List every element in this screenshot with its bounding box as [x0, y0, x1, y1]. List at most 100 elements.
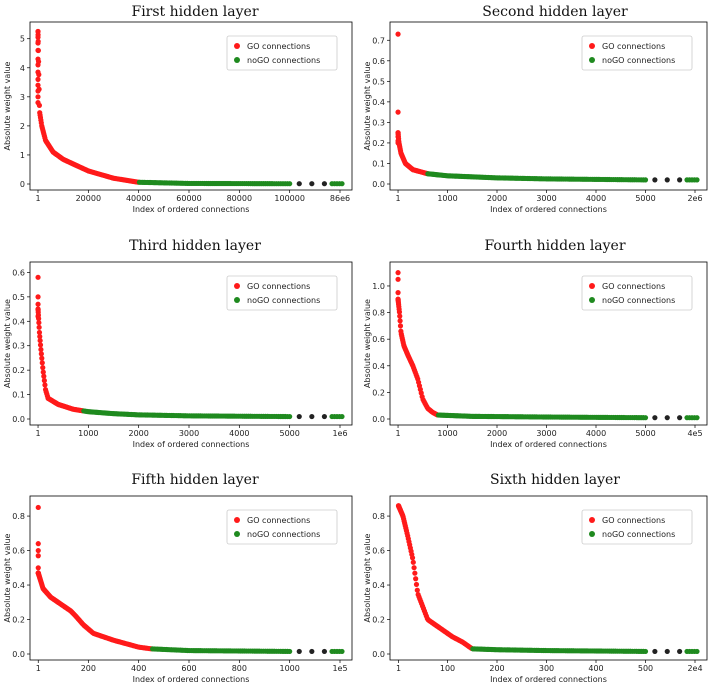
x-tick-label: 4000 [229, 429, 249, 438]
x-tick-label: 2e6 [687, 194, 702, 203]
x-tick-label: 1 [36, 429, 41, 438]
x-tick-label: 1 [35, 194, 40, 203]
chart-panel-4: Fourth hidden layer 1 1000 2000 3000 4000 5000… [363, 238, 708, 449]
x-axis-label: Index of ordered connections [133, 205, 250, 214]
go-point [35, 62, 41, 68]
axis-break-dot [677, 177, 683, 183]
legend-label: noGO connections [247, 56, 320, 65]
go-point [412, 570, 418, 576]
axis-break-dot [664, 177, 670, 183]
legend-go-marker [589, 43, 595, 49]
nogo-point [287, 181, 293, 187]
legend-box [581, 275, 693, 311]
y-tick-label: 0.2 [372, 388, 385, 397]
legend-label: GO connections [247, 516, 310, 525]
y-tick-label: 0.7 [372, 36, 385, 45]
go-point [35, 504, 41, 511]
x-tick-label: 2000 [487, 429, 507, 438]
x-axis-label: Index of ordered connections [133, 675, 250, 684]
go-point [39, 360, 45, 366]
legend-label: GO connections [247, 282, 310, 291]
legend-nogo-marker [589, 57, 595, 63]
go-point [41, 373, 47, 379]
go-point [395, 140, 401, 146]
go-point [35, 76, 41, 82]
y-tick-label: 0.4 [12, 317, 25, 326]
x-tick-label: 20000 [76, 194, 101, 203]
y-axis-label: Absolute weight value [363, 61, 372, 150]
y-tick-label: 0.2 [12, 616, 25, 625]
y-tick-label: 0.3 [372, 118, 385, 127]
data-points [35, 274, 345, 420]
x-tick-label: 5000 [635, 429, 655, 438]
chart-title: Fourth hidden layer [484, 238, 625, 254]
go-point [397, 318, 403, 324]
nogo-point [339, 181, 345, 187]
axis-break-dot [321, 648, 328, 655]
go-point [395, 130, 401, 136]
x-tick-label: 5000 [635, 194, 655, 203]
x-tick-label: 1000 [437, 194, 457, 203]
x-tick-label: 600 [181, 664, 196, 673]
x-tick-label: 1 [36, 664, 41, 673]
y-tick-label: 0.6 [372, 547, 385, 556]
y-tick-label: 0.6 [372, 57, 385, 66]
legend-label: GO connections [247, 42, 310, 51]
legend-nogo-marker [234, 57, 240, 63]
nogo-point [339, 413, 345, 420]
nogo-point [642, 648, 649, 655]
go-point [40, 365, 46, 371]
go-point [37, 337, 43, 344]
go-point [37, 333, 43, 340]
legend: GO connections noGO connections [581, 35, 693, 71]
y-tick-label: 1 [20, 151, 25, 160]
axis-break-dot [652, 415, 658, 421]
y-tick-label: 0 [20, 180, 25, 189]
plot-frame [389, 21, 708, 191]
go-point [42, 382, 48, 388]
go-point [35, 306, 41, 312]
chart-panel-5: Fifth hidden layer 1 200 400 600 800 1000 1e5 0.… [3, 472, 353, 684]
go-point [35, 570, 41, 576]
legend-go-marker [589, 517, 595, 523]
legend-go-marker [234, 517, 240, 523]
go-point [36, 329, 43, 336]
plot-frame [389, 495, 708, 661]
y-tick-label: 0.0 [372, 415, 385, 424]
x-tick-label: 4e5 [687, 429, 702, 438]
legend-go-marker [589, 283, 595, 289]
nogo-point [694, 415, 700, 421]
go-point [396, 309, 403, 315]
y-tick-label: 0.0 [372, 650, 385, 659]
go-point [37, 342, 44, 348]
axis-break-dot [309, 181, 315, 187]
x-tick-label: 80000 [227, 194, 252, 203]
x-tick-label: 5000 [279, 429, 299, 438]
go-point [414, 587, 420, 593]
go-point [35, 47, 41, 53]
legend-nogo-marker [234, 531, 240, 537]
y-axis-label: Absolute weight value [3, 533, 12, 622]
y-tick-label: 0.1 [12, 391, 25, 400]
go-point [395, 296, 401, 302]
legend-label: GO connections [602, 282, 665, 291]
x-tick-label: 800 [232, 664, 247, 673]
axis-break-dot [296, 181, 302, 187]
axis-break-dot [677, 648, 683, 655]
x-tick-label: 3000 [536, 194, 556, 203]
go-point [36, 320, 42, 326]
y-tick-label: 0.6 [372, 335, 385, 344]
legend-box [581, 35, 693, 71]
go-point [395, 270, 401, 276]
go-point [40, 369, 46, 375]
chart-title: Sixth hidden layer [490, 472, 620, 488]
go-point [395, 290, 401, 296]
go-point [410, 559, 416, 565]
axis-break-dot [652, 648, 658, 655]
x-tick-label: 400 [131, 664, 146, 673]
data-points [395, 503, 700, 655]
legend: GO connections noGO connections [581, 509, 693, 545]
go-point [35, 313, 41, 320]
chart-panel-2: Second hidden layer 1 1000 2000 3000 4000 5000… [363, 4, 708, 214]
